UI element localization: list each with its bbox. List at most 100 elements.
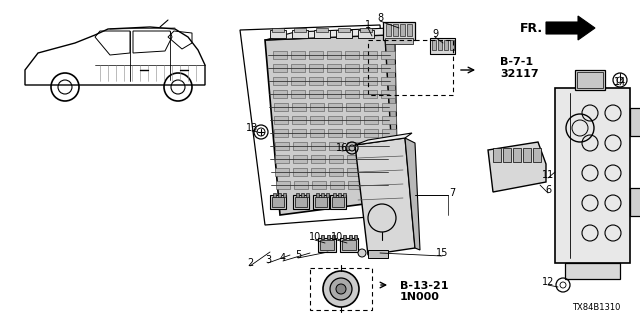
Bar: [347, 168, 361, 176]
Bar: [400, 24, 405, 36]
Bar: [301, 193, 304, 197]
Bar: [381, 77, 395, 85]
Bar: [365, 168, 379, 176]
Bar: [345, 77, 359, 85]
Bar: [283, 193, 286, 197]
Bar: [273, 77, 287, 85]
Bar: [364, 116, 378, 124]
Bar: [365, 142, 379, 150]
Bar: [292, 103, 306, 111]
Bar: [382, 103, 396, 111]
Bar: [326, 193, 329, 197]
Bar: [272, 28, 284, 32]
Bar: [306, 193, 309, 197]
Bar: [328, 129, 342, 137]
Bar: [295, 197, 307, 207]
Bar: [311, 168, 325, 176]
Bar: [630, 188, 640, 216]
Text: 14: 14: [614, 77, 626, 87]
Bar: [450, 40, 454, 50]
Bar: [363, 77, 377, 85]
Bar: [292, 129, 306, 137]
Bar: [293, 142, 307, 150]
Bar: [513, 148, 521, 162]
Bar: [329, 142, 343, 150]
Bar: [346, 116, 360, 124]
Bar: [276, 181, 290, 189]
Bar: [291, 77, 305, 85]
Bar: [315, 197, 327, 207]
Bar: [296, 193, 299, 197]
Circle shape: [330, 278, 352, 300]
Text: 5: 5: [295, 250, 301, 260]
Bar: [364, 103, 378, 111]
Bar: [381, 51, 395, 59]
Bar: [354, 235, 357, 239]
Bar: [328, 116, 342, 124]
Bar: [345, 51, 359, 59]
Bar: [630, 108, 640, 136]
Bar: [329, 155, 343, 163]
Bar: [294, 181, 308, 189]
Bar: [330, 181, 344, 189]
Bar: [309, 64, 323, 72]
Bar: [381, 64, 395, 72]
Circle shape: [358, 249, 366, 257]
Bar: [364, 129, 378, 137]
Bar: [309, 77, 323, 85]
Circle shape: [323, 271, 359, 307]
Text: B-7-1: B-7-1: [500, 57, 533, 67]
Bar: [333, 193, 336, 197]
Bar: [382, 116, 396, 124]
Bar: [332, 197, 344, 207]
Bar: [493, 148, 501, 162]
Text: 10: 10: [331, 232, 343, 242]
Bar: [274, 129, 288, 137]
Bar: [275, 142, 289, 150]
Bar: [348, 181, 362, 189]
Bar: [330, 195, 346, 209]
Bar: [343, 193, 346, 197]
Bar: [327, 64, 341, 72]
Bar: [360, 28, 372, 32]
Polygon shape: [546, 16, 595, 40]
Bar: [338, 193, 341, 197]
Text: 11: 11: [542, 170, 554, 180]
Bar: [291, 64, 305, 72]
Bar: [365, 155, 379, 163]
Bar: [329, 168, 343, 176]
Bar: [368, 250, 388, 258]
Bar: [292, 30, 308, 38]
Text: 13: 13: [246, 123, 258, 133]
Text: 15: 15: [436, 248, 448, 258]
Text: 7: 7: [449, 188, 455, 198]
Bar: [309, 51, 323, 59]
Bar: [338, 28, 350, 32]
Bar: [312, 181, 326, 189]
Bar: [366, 181, 380, 189]
Bar: [358, 30, 374, 38]
Polygon shape: [405, 138, 420, 250]
Text: 4: 4: [280, 253, 286, 263]
Bar: [363, 51, 377, 59]
Bar: [347, 155, 361, 163]
Bar: [327, 235, 330, 239]
Bar: [273, 193, 276, 197]
Bar: [278, 193, 281, 197]
Bar: [316, 193, 319, 197]
Bar: [577, 72, 603, 88]
Bar: [407, 24, 412, 36]
Bar: [313, 195, 329, 209]
Bar: [320, 240, 334, 250]
Bar: [343, 235, 346, 239]
Bar: [345, 90, 359, 98]
Bar: [523, 148, 531, 162]
Bar: [565, 263, 620, 279]
Text: 1N000: 1N000: [400, 292, 440, 302]
Bar: [311, 155, 325, 163]
Bar: [383, 22, 415, 40]
Bar: [293, 155, 307, 163]
Text: 16: 16: [336, 143, 348, 153]
Bar: [328, 103, 342, 111]
Bar: [363, 64, 377, 72]
